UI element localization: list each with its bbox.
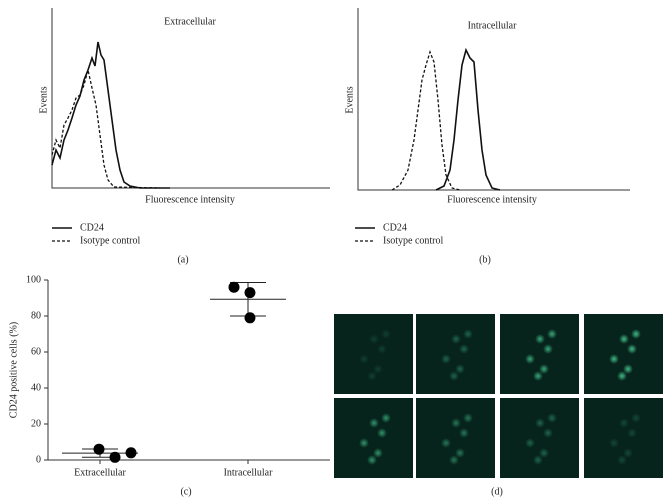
cell <box>623 448 633 458</box>
cell <box>543 344 553 354</box>
cell <box>459 344 469 354</box>
legend-label: Isotype control <box>80 235 140 246</box>
cell <box>619 418 629 428</box>
y-tick-label: 80 <box>31 310 41 321</box>
cell <box>631 413 641 423</box>
image-tile <box>500 314 579 394</box>
y-tick-label: 0 <box>36 454 41 465</box>
cell <box>369 334 379 344</box>
cell <box>451 418 461 428</box>
cell <box>631 329 641 339</box>
cell <box>623 364 633 374</box>
cell <box>377 428 387 438</box>
axes <box>47 280 330 461</box>
cd24-curve-a <box>51 41 170 189</box>
cell <box>459 428 469 438</box>
x-axis-label: Fluorescence intensity <box>145 194 235 205</box>
data-point <box>125 447 137 459</box>
image-tile <box>334 398 413 478</box>
image-tile <box>500 398 579 478</box>
cell <box>449 455 459 465</box>
cell <box>543 428 553 438</box>
x-tick-label: Extracellular <box>74 467 126 478</box>
panel-label: (b) <box>479 254 491 265</box>
cell <box>539 364 549 374</box>
cell <box>617 371 627 381</box>
cell <box>617 455 627 465</box>
cell <box>373 448 383 458</box>
cell <box>367 455 377 465</box>
data-point <box>93 443 105 455</box>
cell <box>619 334 629 344</box>
cell <box>535 418 545 428</box>
cell <box>533 371 543 381</box>
panel-label: (a) <box>177 254 188 265</box>
cell <box>525 354 535 364</box>
data-point <box>109 451 121 463</box>
image-tile <box>584 398 663 478</box>
cell <box>441 438 451 448</box>
image-tile <box>416 398 495 478</box>
axes-a <box>51 8 330 189</box>
panel-label: (c) <box>180 486 191 497</box>
microscopy-images <box>334 314 663 478</box>
cell <box>455 364 465 374</box>
y-axis-label: Events <box>38 86 49 113</box>
cell <box>449 371 459 381</box>
cell <box>547 329 557 339</box>
cell <box>463 413 473 423</box>
y-axis-label: Events <box>344 86 355 113</box>
cell <box>441 354 451 364</box>
x-tick-label: Intracellular <box>224 467 274 478</box>
cell <box>451 334 461 344</box>
isotype-curve-b <box>391 50 461 191</box>
y-tick-label: 60 <box>31 346 41 357</box>
isotype-curve-a <box>51 69 161 189</box>
cell <box>463 329 473 339</box>
y-tick-label: 40 <box>31 382 41 393</box>
image-tile <box>334 314 413 394</box>
cell <box>627 428 637 438</box>
cell <box>609 438 619 448</box>
cell <box>381 329 391 339</box>
panel-title: Extracellular <box>164 16 216 27</box>
y-axis-label: CD24 positive cells (%) <box>8 322 19 418</box>
cd24-curve-b <box>435 47 501 191</box>
cell <box>359 354 369 364</box>
cell <box>539 448 549 458</box>
legend-label: CD24 <box>383 222 407 233</box>
x-axis-label: Fluorescence intensity <box>447 194 537 205</box>
panel-label: (d) <box>491 486 503 497</box>
image-tile <box>416 314 495 394</box>
cell <box>533 455 543 465</box>
cell <box>455 448 465 458</box>
cell <box>525 438 535 448</box>
cell <box>369 418 379 428</box>
cell <box>535 334 545 344</box>
axes-b <box>357 8 630 191</box>
cell <box>373 364 383 374</box>
legend-label: CD24 <box>80 222 104 233</box>
cell <box>627 344 637 354</box>
y-tick-label: 20 <box>31 418 41 429</box>
data-point <box>244 312 256 324</box>
data-point <box>228 281 240 293</box>
cell <box>547 413 557 423</box>
data-point <box>244 287 256 299</box>
cell <box>381 413 391 423</box>
cell <box>377 344 387 354</box>
y-tick-label: 100 <box>26 274 41 285</box>
cell <box>609 354 619 364</box>
image-tile <box>584 314 663 394</box>
legend-label: Isotype control <box>383 235 443 246</box>
panel-title: Intracellular <box>468 20 518 31</box>
cell <box>367 371 377 381</box>
cell <box>359 438 369 448</box>
